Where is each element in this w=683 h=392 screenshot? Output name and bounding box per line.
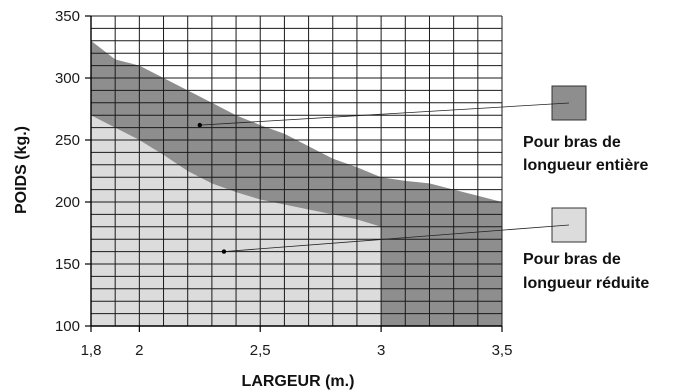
legend-label-full-line1: Pour bras de: [523, 134, 621, 151]
x-tick-label: 2: [135, 342, 143, 359]
leader-line-reduced: [223, 224, 570, 252]
x-tick-labels: 1,8 2 2,5 3 3,5: [81, 342, 513, 359]
leader-line-full: [199, 102, 570, 126]
legend-label-reduced-line1: Pour bras de: [523, 251, 621, 268]
leader-dot-full: [197, 122, 202, 128]
x-tick-label: 3,5: [492, 342, 513, 359]
x-tick-label: 2,5: [250, 342, 271, 359]
y-tick-label: 200: [55, 194, 80, 211]
y-tick-label: 100: [55, 318, 80, 335]
y-tick-label: 250: [55, 132, 80, 149]
y-tick-label: 300: [55, 70, 80, 87]
y-axis-title: POIDS (kg.): [13, 126, 30, 214]
x-axis-title: LARGEUR (m.): [242, 373, 355, 390]
legend-label-reduced-line2: longueur réduite: [523, 275, 649, 292]
chart-areas: [91, 40, 502, 327]
y-tick-labels: 100 150 200 250 300 350: [55, 8, 80, 335]
chart-legend: Pour bras de longueur entière Pour bras …: [523, 85, 649, 292]
legend-label-full-line2: longueur entière: [523, 157, 648, 174]
legend-leader-lines: [197, 102, 570, 254]
x-tick-label: 3: [377, 342, 385, 359]
leader-dot-reduced: [221, 249, 227, 254]
chart-grid: [90, 15, 503, 327]
y-tick-label: 150: [55, 256, 80, 273]
chart-axes: [85, 15, 503, 332]
y-tick-label: 350: [55, 8, 80, 25]
x-tick-label: 1,8: [81, 342, 102, 359]
